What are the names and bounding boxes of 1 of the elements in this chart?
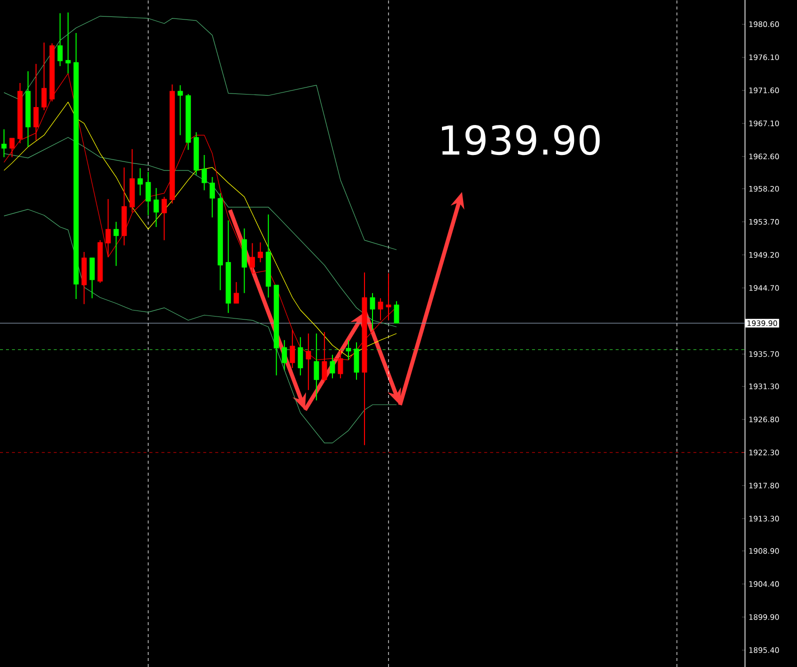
annotation: 1939.90	[442, 124, 600, 156]
